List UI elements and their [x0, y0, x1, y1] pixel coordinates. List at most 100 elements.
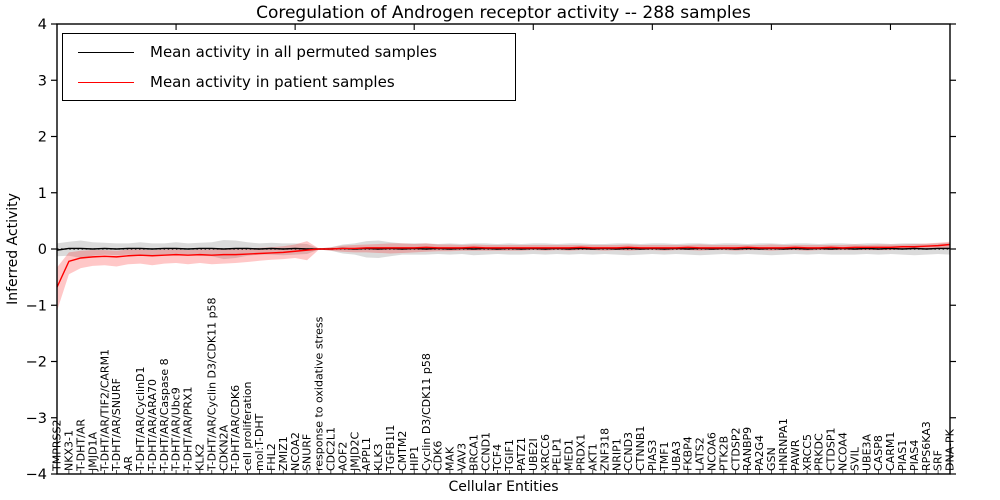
x-tick-label: TCF4: [491, 444, 504, 472]
x-tick-label: cell proliferation: [241, 381, 254, 471]
x-tick-label: CDC2L1: [324, 427, 337, 471]
legend-label-permuted: Mean activity in all permuted samples: [150, 43, 437, 61]
x-tick-label: PRDX1: [575, 434, 588, 471]
x-tick-label: XRCC5: [801, 434, 814, 471]
y-tick-label: −4: [26, 467, 47, 483]
x-tick-label: PELP1: [551, 438, 564, 471]
x-tick-label: UBE2I: [527, 438, 540, 471]
x-tick-label: MED1: [563, 439, 576, 471]
x-tick-label: T-DHT/AR/SNURF: [110, 378, 123, 472]
x-tick-label: TMF1: [658, 441, 671, 472]
permuted-line-sample: [78, 51, 134, 53]
x-tick-label: T-DHT/AR/Ubc9: [170, 387, 183, 472]
x-tick-label: Cyclin D3/CDK11 p58: [420, 353, 433, 471]
x-tick-label: KLK2: [194, 443, 207, 471]
x-tick-label: RPS6KA3: [920, 421, 933, 471]
y-tick-label: 1: [38, 186, 47, 202]
x-tick-label: CCND1: [479, 432, 492, 471]
y-tick-label: 3: [38, 73, 47, 89]
x-tick-label: DNA-PK: [944, 428, 957, 471]
x-tick-label: T-DHT/AR: [74, 419, 87, 472]
patient-std-band: [57, 241, 950, 311]
x-tick-label: UBA3: [670, 441, 683, 471]
x-tick-label: RANBP9: [741, 427, 754, 471]
x-tick-label: KLK3: [372, 443, 385, 471]
x-tick-label: PATZ1: [515, 437, 528, 471]
x-tick-label: BRCA1: [467, 434, 480, 471]
x-tick-label: ZMIZ1: [277, 436, 290, 471]
x-tick-label: TMPRSS2: [51, 420, 64, 472]
x-tick-label: PTK2B: [717, 436, 730, 471]
x-tick-label: PIAS1: [896, 440, 909, 471]
x-tick-label: PIAS3: [646, 440, 659, 471]
x-tick-label: NCOA4: [836, 432, 849, 471]
x-axis-label: Cellular Entities: [448, 479, 559, 495]
x-tick-label: FKBP4: [682, 436, 695, 471]
y-tick-label: −2: [26, 355, 47, 371]
x-tick-label: UBE3A: [860, 433, 873, 471]
patient-line-sample: [78, 81, 134, 83]
legend: Mean activity in all permuted samples Me…: [62, 33, 516, 101]
x-tick-label: CTDSP1: [825, 428, 838, 471]
x-tick-label: CDK6: [432, 441, 445, 471]
x-tick-label: JMJD2C: [348, 432, 361, 472]
x-tick-label: HNRNPA1: [777, 418, 790, 471]
x-tick-label: NCOA6: [706, 432, 719, 471]
x-tick-label: SVIL: [848, 446, 861, 471]
x-tick-label: CTDSP2: [729, 428, 742, 471]
y-tick-label: 0: [38, 242, 47, 258]
x-tick-label: NCOA2: [289, 432, 302, 471]
x-tick-label: T-DHT/AR/PRX1: [182, 386, 195, 472]
x-tick-label: T-DHT/AR/CyclinD1: [134, 366, 147, 472]
x-tick-label: CTNNB1: [634, 426, 647, 471]
x-tick-label: T-DHT/AR/Caspase 8: [158, 358, 171, 472]
x-tick-label: response to oxidative stress: [313, 316, 326, 471]
y-tick-label: 2: [38, 130, 47, 146]
x-tick-label: T-DHT/AR/TIF2/CARM1: [98, 349, 111, 472]
x-tick-label: AOF2: [336, 442, 349, 471]
y-tick-label: −3: [26, 411, 47, 427]
y-tick-label: 4: [38, 17, 47, 33]
x-tick-label: NKX3-1: [63, 430, 76, 471]
x-tick-label: PA2G4: [753, 435, 766, 471]
x-tick-label: PRKDC: [813, 433, 826, 471]
x-tick-label: CCND3: [622, 432, 635, 471]
x-tick-label: SRF: [932, 450, 945, 471]
x-tick-label: MAK: [444, 446, 457, 471]
x-tick-label: CARM1: [884, 432, 897, 471]
x-tick-label: PIAS4: [908, 440, 921, 471]
x-tick-label: SNURF: [301, 434, 314, 471]
x-tick-label: T-DHT/AR/CDK6: [229, 385, 242, 472]
x-tick-label: AR: [122, 455, 135, 471]
legend-item-patient: Mean activity in patient samples: [63, 70, 515, 94]
x-tick-label: VAV3: [455, 443, 468, 471]
x-tick-label: CDKN2A: [217, 424, 230, 471]
chart-title: Coregulation of Androgen receptor activi…: [256, 3, 751, 23]
x-tick-label: JMJD1A: [86, 432, 99, 472]
x-tick-label: HIP1: [408, 446, 421, 471]
permuted-mean-line: [56, 247, 950, 251]
patient-mean-line: [56, 243, 951, 288]
x-tick-label: ZNF318: [598, 428, 611, 471]
x-tick-label: AKT1: [586, 443, 599, 471]
x-tick-label: T-DHT/AR/Cyclin D3/CDK11 p58: [205, 297, 218, 472]
permuted-std-band: [57, 240, 950, 260]
x-tick-label: CMTM2: [396, 431, 409, 471]
x-tick-label: APPL1: [360, 437, 373, 471]
legend-item-permuted: Mean activity in all permuted samples: [63, 40, 515, 64]
x-tick-label: PAWR: [789, 439, 802, 471]
y-tick-label: −1: [26, 298, 47, 314]
x-tick-label: mol:T-DHT: [253, 413, 266, 471]
x-tick-label: NRIP1: [610, 438, 623, 471]
legend-label-patient: Mean activity in patient samples: [150, 73, 395, 91]
x-tick-label: T-DHT/AR/ARA70: [146, 379, 159, 472]
x-tick-label: TGFB1I1: [384, 425, 397, 472]
x-tick-label: XRCC6: [539, 434, 552, 471]
x-tick-label: FHL2: [265, 443, 278, 471]
x-tick-label: CASP8: [872, 435, 885, 471]
x-tick-label: LATS2: [694, 437, 707, 471]
x-tick-label: GSN: [765, 447, 778, 471]
x-tick-label: TGIF1: [503, 439, 516, 472]
